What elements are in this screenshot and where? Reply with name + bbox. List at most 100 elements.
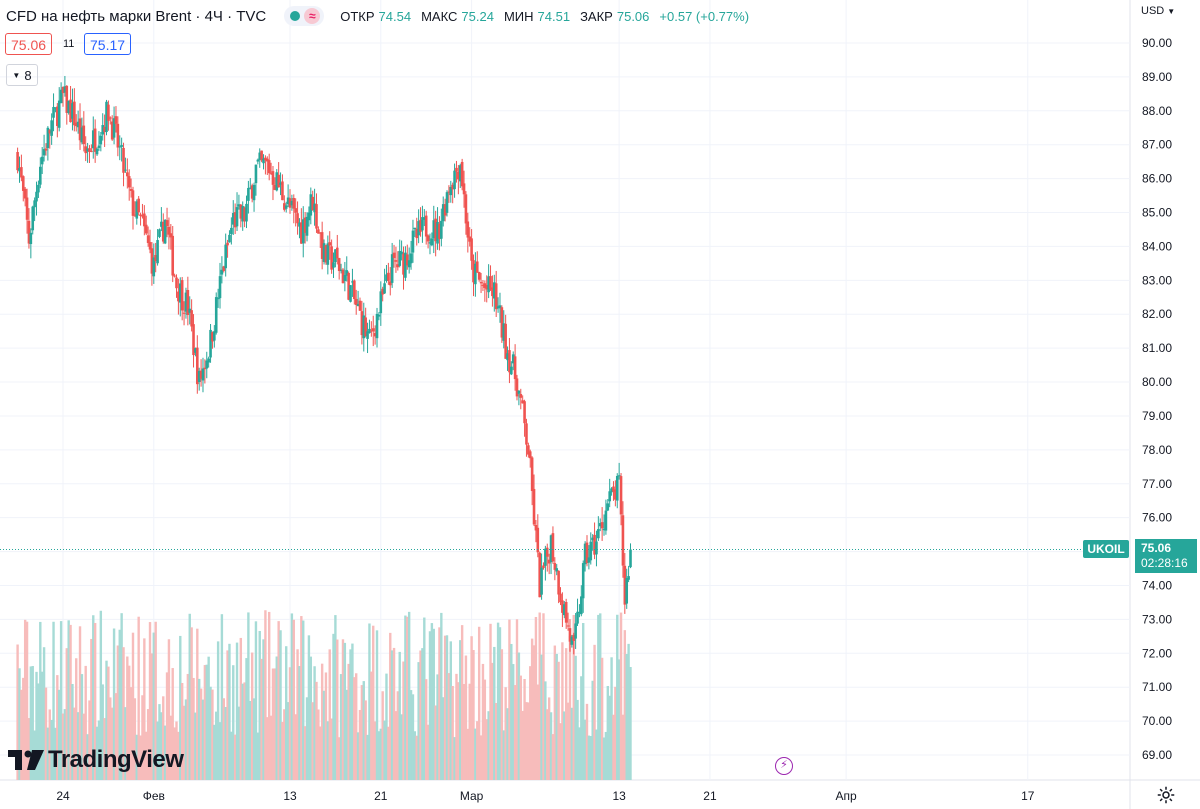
lightning-icon[interactable]: ⚡ <box>775 757 793 775</box>
candle-body <box>260 150 263 161</box>
candle-body <box>356 303 360 307</box>
volume-bar <box>527 702 530 780</box>
volume-bar <box>120 613 123 780</box>
volume-bar <box>25 621 29 780</box>
candle-body <box>368 328 371 334</box>
candle-body <box>231 213 235 225</box>
volume-bar <box>48 709 51 780</box>
volume-bar <box>302 620 305 780</box>
volume-bar <box>572 615 575 780</box>
candle-body <box>213 331 216 341</box>
candle-body <box>129 188 133 191</box>
volume-bar <box>436 674 439 780</box>
volume-bar <box>506 708 509 780</box>
candle-body <box>107 104 110 121</box>
volume-bar <box>315 681 318 780</box>
chevron-down-icon: ▼ <box>12 70 21 80</box>
volume-bar <box>133 698 137 780</box>
volume-bar <box>67 620 70 780</box>
volume-bar <box>585 703 589 780</box>
volume-bar <box>576 699 579 780</box>
candle-body <box>256 159 260 162</box>
candle-body <box>619 476 623 515</box>
candle-body <box>37 184 40 193</box>
candle-body <box>154 254 157 262</box>
volume-bar <box>510 643 513 780</box>
candle-body <box>61 86 65 94</box>
volume-bar <box>124 707 127 780</box>
volume-bar <box>298 666 301 780</box>
tradingview-logo[interactable]: TradingView <box>8 746 184 774</box>
volume-bar <box>50 719 53 780</box>
candle-body <box>18 168 21 172</box>
volume-bar <box>61 713 65 780</box>
candle-body <box>84 146 87 154</box>
volume-bar <box>27 718 31 780</box>
volume-bar <box>309 656 313 780</box>
volume-bar <box>334 615 337 780</box>
y-tick-label: 83.00 <box>1142 273 1172 287</box>
y-tick-label: 71.00 <box>1142 680 1172 694</box>
volume-bar <box>494 703 498 780</box>
chart-title[interactable]: CFD на нефть марки Brent · 4Ч · TVC <box>6 7 267 25</box>
volume-bar <box>207 656 210 780</box>
candle-body <box>118 146 122 148</box>
logo-text: TradingView <box>48 746 184 773</box>
volume-bar <box>498 627 502 780</box>
volume-bar <box>419 650 422 780</box>
volume-bar <box>379 728 382 780</box>
volume-bar <box>139 735 142 780</box>
candle-body <box>220 269 224 275</box>
candle-body <box>464 194 468 224</box>
candle-body <box>587 557 591 563</box>
volume-bar <box>292 619 295 780</box>
ask-price-button[interactable]: 75.17 <box>84 33 132 55</box>
volume-bar <box>570 707 574 780</box>
volume-bar <box>194 712 197 780</box>
candle-body <box>152 257 156 277</box>
volume-bar <box>199 688 203 780</box>
y-tick-label: 87.00 <box>1142 138 1172 152</box>
candle-body <box>523 401 526 424</box>
volume-bar <box>177 731 180 780</box>
bid-price-button[interactable]: 75.06 <box>5 33 53 55</box>
candle-body <box>48 130 52 134</box>
volume-bar <box>523 679 526 780</box>
volume-bar <box>78 626 82 780</box>
y-tick-label: 72.00 <box>1142 646 1172 660</box>
volume-bar <box>126 656 129 780</box>
settings-gear-icon[interactable] <box>1157 786 1175 804</box>
candle-body <box>258 152 262 160</box>
candle-body <box>281 181 284 201</box>
candle-body <box>315 204 318 229</box>
currency-label[interactable]: USD ▼ <box>1141 5 1175 17</box>
candle-body <box>71 103 74 119</box>
volume-bar <box>192 677 195 780</box>
volume-bar <box>587 735 591 780</box>
volume-bar <box>152 632 155 780</box>
volume-bar <box>353 677 356 780</box>
candle-body <box>623 565 627 605</box>
volume-bar <box>230 731 233 780</box>
candle-body <box>143 213 146 227</box>
volume-bar <box>343 642 347 780</box>
volume-bar <box>385 673 388 780</box>
volume-bar <box>162 696 165 780</box>
volume-bar <box>290 613 294 780</box>
volume-bar <box>260 658 263 780</box>
volume-bar <box>521 710 524 780</box>
indicators-toggle-button[interactable]: ▼ 8 <box>6 64 38 86</box>
market-status[interactable]: ≈ <box>284 6 325 26</box>
volume-bar <box>213 724 216 780</box>
volume-bar <box>534 616 538 780</box>
candle-body <box>614 489 617 500</box>
candle-body <box>250 185 254 199</box>
volume-bar <box>203 665 207 780</box>
candle-body <box>277 174 280 188</box>
candle-body <box>547 559 551 564</box>
candle-body <box>76 121 80 128</box>
volume-bar <box>201 699 205 780</box>
volume-bar <box>600 657 604 780</box>
candle-body <box>35 191 38 202</box>
